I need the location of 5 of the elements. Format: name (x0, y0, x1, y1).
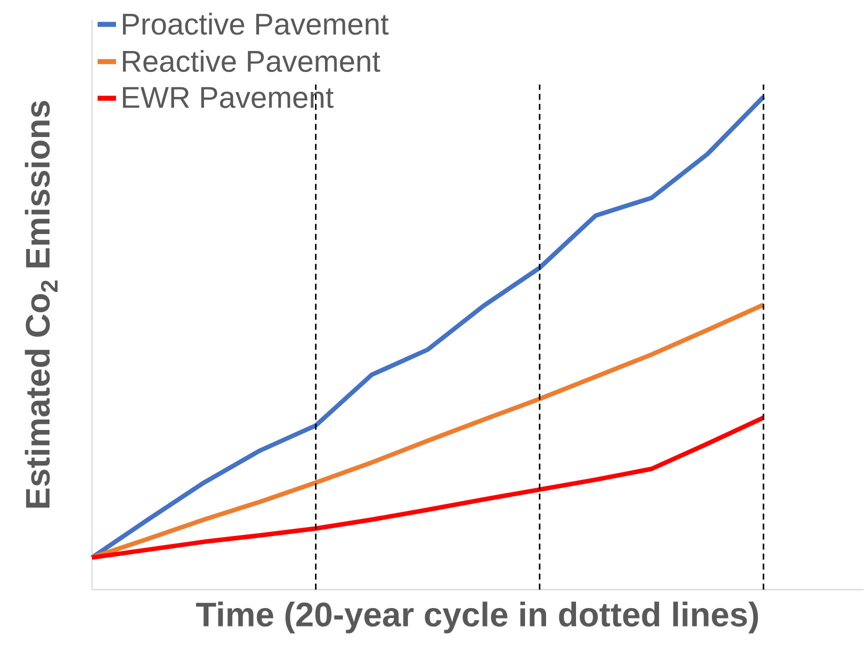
x-axis-title: Time (20-year cycle in dotted lines) (196, 602, 758, 634)
y-axis-title: Estimated Co$_{2}$ Emissions (24, 101, 58, 508)
legend-label: EWR Pavement (122, 87, 334, 108)
legend-label: Reactive Pavement (122, 50, 380, 72)
legend-label: Proactive Pavement (122, 12, 389, 36)
